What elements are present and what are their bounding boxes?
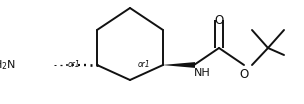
Text: H$_2$N: H$_2$N bbox=[0, 58, 16, 72]
Text: O: O bbox=[214, 14, 224, 27]
Text: or1: or1 bbox=[138, 60, 150, 69]
Text: O: O bbox=[239, 68, 249, 81]
Text: or1: or1 bbox=[68, 60, 81, 69]
Polygon shape bbox=[163, 62, 195, 68]
Text: NH: NH bbox=[194, 68, 211, 78]
